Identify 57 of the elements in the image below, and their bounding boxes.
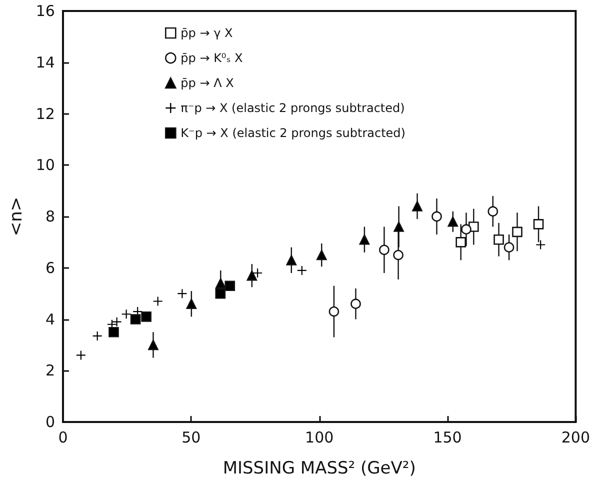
y-tick-label: 8 <box>45 208 55 226</box>
point <box>246 270 258 281</box>
y-tick-label: 12 <box>36 104 55 123</box>
point <box>215 288 226 299</box>
point <box>178 289 187 298</box>
point <box>148 340 158 350</box>
point <box>432 211 442 222</box>
point <box>297 266 306 275</box>
point <box>224 280 236 292</box>
y-tick-label: 2 <box>45 362 55 380</box>
point <box>186 298 197 309</box>
point <box>488 206 498 217</box>
point <box>108 326 119 338</box>
x-tick-label: 0 <box>58 428 68 446</box>
legend-label: p̄p → γ X <box>180 26 233 40</box>
point <box>215 278 226 288</box>
point <box>112 317 122 326</box>
point <box>76 350 86 360</box>
point <box>253 268 262 278</box>
y-tick-label: 4 <box>45 310 55 328</box>
point <box>153 296 162 306</box>
point <box>122 310 131 319</box>
x-tick-label: 50 <box>182 428 201 446</box>
point <box>456 237 466 248</box>
y-tick-label: 16 <box>36 2 55 20</box>
legend-label: K⁻p → X (elastic 2 prongs subtracted) <box>180 126 406 140</box>
x-tick-label: 150 <box>433 428 462 446</box>
point <box>494 234 504 245</box>
point <box>504 242 514 252</box>
point <box>130 314 141 324</box>
y-tick-label: 0 <box>45 413 55 431</box>
point <box>393 250 404 260</box>
y-axis-title: <n> <box>6 196 26 236</box>
point <box>328 306 340 317</box>
point <box>394 222 404 232</box>
point <box>92 331 102 340</box>
x-tick-label: 100 <box>305 428 334 446</box>
legend-label: π⁻p → X (elastic 2 prongs subtracted) <box>180 101 405 115</box>
legend-label: p̄p → Λ X <box>180 76 234 90</box>
x-tick-label: 200 <box>561 428 590 446</box>
point <box>461 224 472 234</box>
point <box>512 226 522 238</box>
point <box>286 255 297 266</box>
point <box>350 298 361 309</box>
point <box>536 240 546 250</box>
y-tick-label: 6 <box>45 258 55 277</box>
point <box>316 250 327 260</box>
legend-label: p̄p → K⁰ₛ X <box>180 51 243 65</box>
point <box>379 244 390 256</box>
point <box>533 219 544 230</box>
x-axis-title: MISSING MASS² (GeV²) <box>222 458 416 478</box>
point <box>141 312 152 322</box>
y-tick-label: 10 <box>36 156 55 174</box>
point <box>412 201 422 212</box>
y-tick-label: 14 <box>36 53 55 72</box>
point <box>448 216 458 227</box>
point <box>359 234 370 245</box>
